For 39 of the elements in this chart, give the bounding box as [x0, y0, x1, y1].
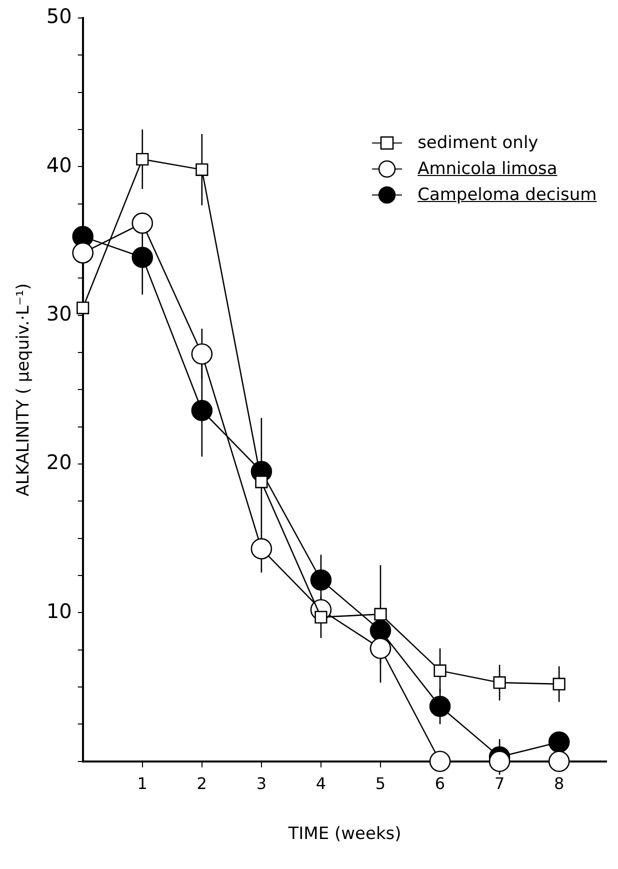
point [370, 638, 392, 660]
point [191, 343, 213, 365]
y-tick-label: 50 [46, 4, 72, 28]
x-tick-label: 1 [137, 774, 148, 794]
x-tick-label: 2 [196, 774, 207, 794]
x-axis-title: TIME (weeks) [287, 824, 402, 844]
point [548, 731, 570, 753]
point [493, 676, 506, 689]
x-tick-label: 7 [494, 774, 505, 794]
point [132, 246, 154, 268]
point [488, 750, 510, 772]
legend-label: sediment only [418, 133, 538, 153]
y-axis-title: ALKALINITY ( µequiv.·L⁻¹) [14, 283, 34, 496]
x-tick-label: 3 [256, 774, 267, 794]
legend-label: Amnicola limosa [418, 159, 558, 179]
point [434, 664, 446, 678]
x-tick-label: 8 [554, 774, 564, 794]
point [552, 678, 566, 690]
point [314, 610, 328, 624]
y-tick-label: 30 [46, 302, 72, 326]
y-tick-label: 20 [46, 450, 72, 474]
point [370, 620, 392, 642]
point [136, 152, 149, 166]
point [76, 302, 90, 314]
point [196, 163, 208, 176]
point [191, 400, 213, 422]
point [374, 608, 387, 621]
point [255, 476, 268, 488]
legend-label: Campeloma decisum [418, 185, 597, 205]
point [310, 569, 332, 591]
point [429, 696, 451, 718]
x-tick-label: 6 [434, 774, 446, 794]
y-tick-label: 10 [46, 598, 72, 623]
y-tick-label: 40 [46, 152, 72, 177]
x-tick-label: 4 [316, 774, 326, 794]
point [72, 242, 94, 264]
x-tick-label: 5 [375, 774, 386, 794]
point [132, 212, 154, 234]
point [250, 538, 272, 560]
